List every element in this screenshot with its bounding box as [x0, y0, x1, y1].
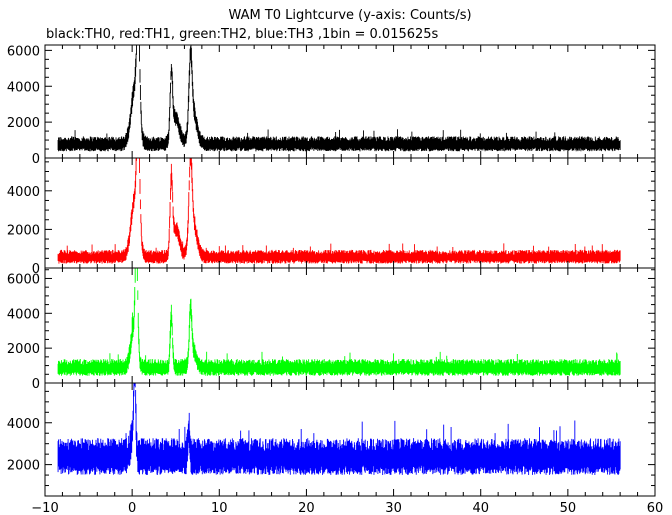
y-tick-label: 4000: [7, 80, 40, 95]
y-tick-label: 4000: [7, 185, 40, 200]
x-tick-label: 30: [385, 501, 402, 515]
x-tick-label: 40: [472, 501, 489, 515]
y-tick-label: 2000: [7, 223, 40, 238]
chart-title: WAM T0 Lightcurve (y-axis: Counts/s): [228, 8, 472, 23]
x-tick-label: 0: [128, 501, 136, 515]
y-tick-label: 6000: [7, 44, 40, 59]
x-tick-label: 50: [560, 501, 577, 515]
y-tick-label: 4000: [7, 307, 40, 322]
panel-th0: 0 2000 4000 6000: [7, 44, 656, 167]
x-tick-label: 20: [298, 501, 315, 515]
y-tick-label: 0: [32, 262, 40, 277]
y-tick-label: 6000: [7, 272, 40, 287]
chart-subtitle: black:TH0, red:TH1, green:TH2, blue:TH3 …: [46, 27, 439, 42]
panel-frame: [44, 382, 656, 497]
y-tick-label: 2000: [7, 459, 40, 474]
y-tick-label: 2000: [7, 342, 40, 357]
x-tick-label: −10: [31, 501, 58, 515]
panel-th2: 0 2000 4000 6000: [7, 267, 656, 392]
series-th0: [57, 45, 621, 152]
series-th3: [57, 383, 621, 475]
series-th1: [57, 158, 621, 264]
y-tick-label: 2000: [7, 116, 40, 131]
y-tick-label: 0: [32, 377, 40, 392]
x-axis: −10 0 10 20 30 40 50 60: [31, 501, 663, 515]
y-tick-label: 0: [32, 152, 40, 167]
panel-th1: 0 2000 4000: [7, 157, 656, 277]
panels-layer: 0200040006000020004000020004000600020004…: [7, 44, 656, 497]
x-tick-label: 10: [211, 501, 228, 515]
panel-th3: 2000 4000: [7, 382, 656, 497]
x-tick-label: 60: [647, 501, 664, 515]
series-th2: [57, 268, 621, 376]
y-tick-label: 4000: [7, 417, 40, 432]
